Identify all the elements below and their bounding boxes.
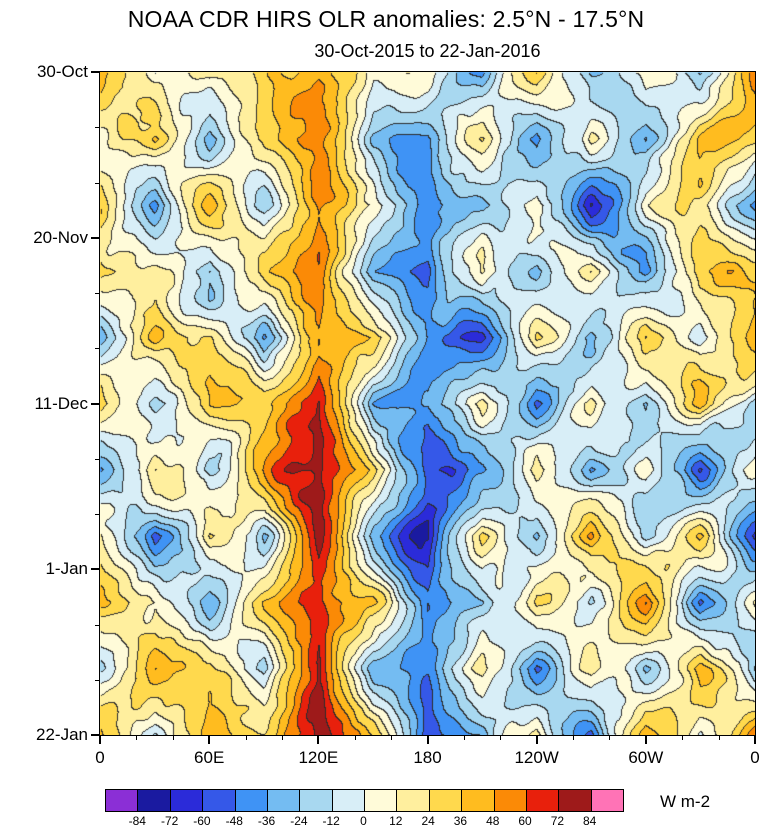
x-major-tick: [317, 735, 320, 744]
y-tick-label: 11-Dec: [34, 393, 88, 413]
y-minor-tick: [95, 293, 100, 294]
y-tick-label: 22-Jan: [36, 725, 88, 744]
y-minor-tick: [95, 182, 100, 184]
colorbar-unit-label: W m-2: [660, 792, 711, 811]
colorbar: [105, 789, 624, 812]
x-major-tick: [644, 735, 647, 744]
colorbar-cell: [590, 790, 623, 811]
colorbar-cell: [428, 790, 462, 811]
y-major-tick: [91, 734, 100, 736]
x-minor-tick: [500, 735, 502, 740]
colorbar-level-label: -60: [193, 814, 211, 828]
x-tick-label: 120E: [298, 748, 339, 767]
x-major-tick: [99, 735, 101, 744]
colorbar-level-label: 72: [550, 814, 565, 828]
colorbar-cell: [461, 790, 494, 811]
colorbar-level-label: 48: [486, 814, 500, 828]
colorbar-cell: [558, 790, 591, 811]
colorbar-cell: [137, 790, 170, 811]
colorbar-level-label: -36: [257, 814, 276, 828]
colorbar-level-label: -24: [290, 814, 308, 828]
y-minor-tick: [95, 458, 100, 460]
colorbar-level-label: 36: [453, 814, 468, 828]
x-minor-tick: [609, 735, 611, 740]
x-minor-tick: [718, 735, 720, 740]
x-tick-label: 0: [95, 748, 105, 767]
x-minor-tick: [245, 735, 247, 740]
x-major-tick: [535, 735, 538, 744]
y-minor-tick: [95, 624, 100, 626]
x-minor-tick: [354, 735, 356, 740]
x-major-tick: [208, 735, 211, 744]
colorbar-level-label: -48: [225, 814, 243, 828]
y-major-tick: [91, 568, 100, 571]
colorbar-level-label: 84: [583, 814, 597, 828]
x-minor-tick: [391, 735, 393, 740]
x-minor-tick: [136, 735, 138, 740]
x-tick-label: 180: [413, 748, 442, 767]
x-tick-label: 60E: [194, 748, 225, 767]
colorbar-level-label: -72: [160, 814, 179, 828]
y-minor-tick: [95, 127, 100, 129]
x-minor-tick: [281, 735, 283, 740]
colorbar-level-label: 0: [360, 814, 367, 828]
y-tick-label: 20-Nov: [33, 227, 88, 247]
y-major-tick: [91, 236, 100, 239]
y-major-tick: [91, 71, 100, 73]
x-tick-label: 60W: [628, 748, 664, 767]
chart-title: NOAA CDR HIRS OLR anomalies: 2.5°N - 17.…: [127, 6, 645, 32]
colorbar-cell: [299, 790, 332, 811]
colorbar-level-label: 24: [421, 814, 435, 828]
colorbar-level-label: -12: [322, 814, 340, 828]
colorbar-level-label: 60: [518, 814, 532, 828]
x-minor-tick: [573, 735, 575, 740]
colorbar-cell: [525, 790, 559, 811]
x-tick-label: 120W: [514, 748, 559, 767]
chart-subtitle: 30-Oct-2015 to 22-Jan-2016: [314, 41, 541, 61]
x-minor-tick: [463, 735, 465, 740]
colorbar-cell: [266, 790, 300, 811]
colorbar-cell: [169, 790, 203, 811]
x-minor-tick: [172, 735, 174, 740]
colorbar-cell: [331, 790, 364, 811]
y-tick-label: 30-Oct: [36, 62, 88, 81]
x-tick-label: 0: [750, 748, 760, 767]
colorbar-cell: [364, 790, 397, 811]
x-minor-tick: [682, 735, 684, 740]
x-major-tick: [426, 735, 429, 744]
colorbar-level-label: -84: [128, 814, 146, 828]
colorbar-cell: [493, 790, 526, 811]
colorbar-level-label: 12: [389, 814, 403, 828]
y-minor-tick: [95, 348, 100, 350]
colorbar-cell: [202, 790, 235, 811]
y-minor-tick: [95, 679, 100, 681]
x-major-tick: [754, 735, 756, 744]
colorbar-cell: [396, 790, 429, 811]
colorbar-cell: [234, 790, 267, 811]
y-tick-label: 1-Jan: [45, 559, 88, 579]
colorbar-cell: [106, 790, 138, 811]
heatmap-canvas: [100, 72, 755, 735]
y-minor-tick: [95, 514, 100, 515]
y-major-tick: [91, 402, 100, 405]
